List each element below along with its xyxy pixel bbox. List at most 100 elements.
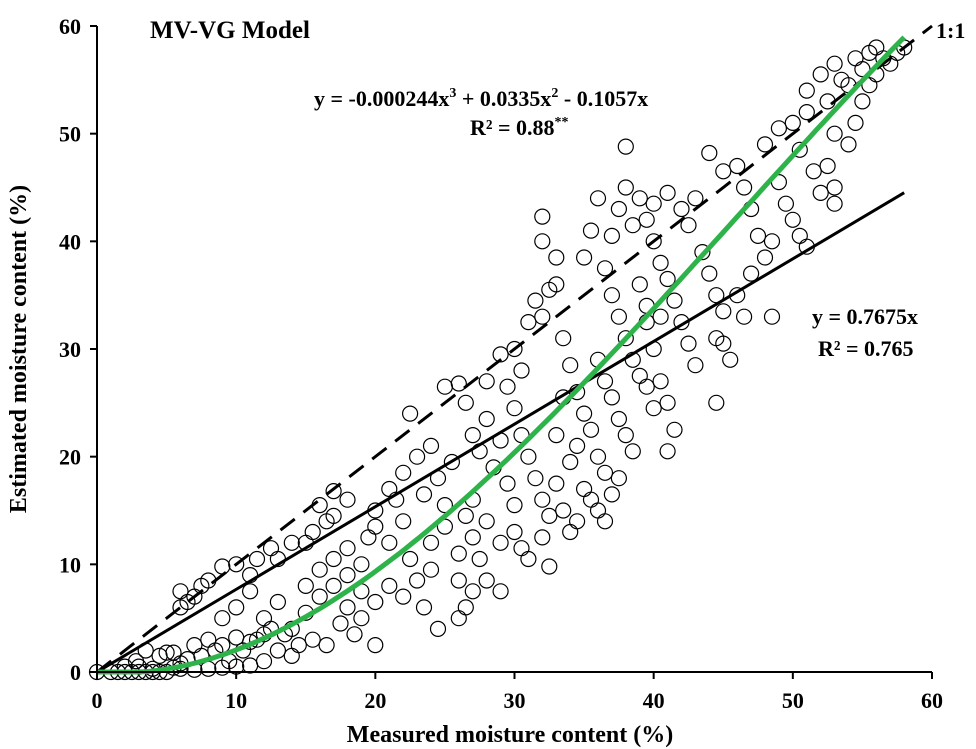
data-point xyxy=(304,631,321,648)
data-point xyxy=(325,483,342,500)
data-point xyxy=(701,144,718,162)
data-point xyxy=(652,308,669,325)
data-point xyxy=(735,179,753,196)
data-point xyxy=(645,400,662,417)
data-point xyxy=(325,577,342,595)
data-point xyxy=(311,588,328,605)
linear-equation: y = 0.7675x xyxy=(812,304,918,329)
data-point xyxy=(339,599,356,616)
data-point xyxy=(471,550,488,568)
data-point xyxy=(186,636,203,654)
data-point xyxy=(450,572,467,589)
y-axis-title: Estimated moisture content (%) xyxy=(6,185,32,513)
data-point xyxy=(659,270,676,288)
data-point xyxy=(847,114,864,132)
data-point xyxy=(415,486,433,503)
data-point xyxy=(318,513,335,530)
data-point xyxy=(450,610,467,627)
data-point xyxy=(638,211,655,228)
data-point xyxy=(346,626,363,643)
data-point xyxy=(562,523,579,541)
data-point xyxy=(534,308,551,325)
data-point xyxy=(478,373,495,390)
data-point xyxy=(304,523,321,541)
data-point xyxy=(269,593,286,611)
data-point xyxy=(325,550,342,568)
data-point xyxy=(422,534,440,551)
data-point xyxy=(158,644,175,661)
data-point xyxy=(659,394,676,411)
data-point xyxy=(443,453,460,471)
data-point xyxy=(715,163,732,180)
data-point xyxy=(603,227,621,244)
cubic-fit-curve xyxy=(97,35,906,675)
data-point xyxy=(499,475,516,492)
data-point xyxy=(652,254,669,271)
data-point xyxy=(214,558,231,575)
one-to-one-line xyxy=(96,24,933,674)
data-point xyxy=(722,351,739,368)
data-point xyxy=(798,82,815,99)
data-point xyxy=(596,373,614,390)
data-point xyxy=(436,378,453,395)
data-point xyxy=(318,636,335,654)
y-tick-label: 10 xyxy=(59,552,81,577)
x-tick-label: 60 xyxy=(921,688,943,713)
data-point xyxy=(763,308,781,325)
data-point xyxy=(680,335,697,352)
data-point xyxy=(645,233,662,250)
data-point xyxy=(283,534,300,551)
data-point xyxy=(506,497,523,514)
data-point xyxy=(548,475,565,492)
data-point xyxy=(791,227,808,244)
x-tick-label: 50 xyxy=(782,688,804,713)
data-point xyxy=(513,362,530,379)
data-point xyxy=(735,308,753,325)
linear-r2: R² = 0.765 xyxy=(818,336,914,361)
data-point xyxy=(582,491,600,508)
data-point xyxy=(610,200,628,218)
data-point xyxy=(666,292,683,309)
data-point xyxy=(353,610,370,627)
data-point xyxy=(395,588,412,605)
data-point xyxy=(520,448,537,465)
data-point xyxy=(687,357,704,374)
y-tick-label: 30 xyxy=(59,337,81,362)
data-point xyxy=(367,636,384,654)
x-tick-label: 20 xyxy=(364,688,386,713)
linear-fit-line xyxy=(96,191,905,674)
data-point xyxy=(506,400,523,417)
data-point xyxy=(478,572,495,589)
y-tick-label: 50 xyxy=(59,122,81,147)
data-point xyxy=(562,357,579,374)
data-point xyxy=(575,480,593,498)
data-point xyxy=(805,163,822,180)
cubic-r2: R² = 0.88** xyxy=(470,115,569,140)
data-point xyxy=(381,534,398,551)
data-point xyxy=(645,195,662,212)
data-point xyxy=(395,513,412,530)
data-point xyxy=(617,427,634,444)
data-point xyxy=(506,523,523,541)
data-point xyxy=(409,448,426,465)
data-point xyxy=(582,421,600,438)
data-point xyxy=(429,620,447,638)
data-point xyxy=(402,550,419,568)
data-point xyxy=(527,292,544,309)
data-point xyxy=(534,529,551,546)
data-point xyxy=(840,136,857,153)
data-point xyxy=(666,421,683,438)
data-point xyxy=(242,583,259,600)
data-point xyxy=(242,657,259,674)
data-point xyxy=(172,583,189,600)
data-point xyxy=(297,577,314,595)
data-point xyxy=(450,545,467,562)
data-point xyxy=(367,518,384,535)
data-point xyxy=(409,572,426,589)
data-point xyxy=(339,566,356,584)
x-tick-label: 40 xyxy=(643,688,665,713)
data-point xyxy=(812,184,829,201)
data-point xyxy=(541,507,558,525)
x-tick-label: 0 xyxy=(92,688,103,713)
data-point xyxy=(575,249,593,266)
